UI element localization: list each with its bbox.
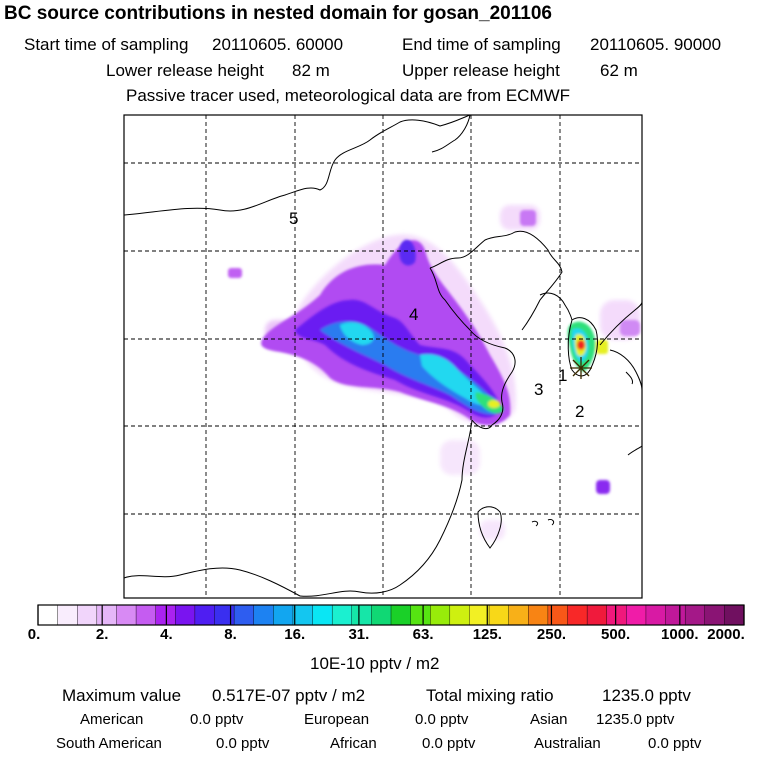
colorbar-swatches [37,604,745,626]
colorbar-swatch [586,604,608,626]
colorbar-swatch [684,604,706,626]
region-name-australian: Australian [534,735,601,752]
colorbar-swatch [37,604,59,626]
colorbar-tick-label: 8. [224,626,237,643]
lower-release-value: 82 m [292,61,330,80]
colorbar-swatch [606,604,627,626]
region-label-1: 1 [558,366,567,385]
tracer-note: Passive tracer used, meteorological data… [126,86,571,105]
max-value: 0.517E-07 pptv / m2 [212,686,366,705]
colorbar-tick-label: 63. [412,626,434,643]
colorbar-swatch [214,604,235,626]
colorbar-swatch [645,604,667,626]
colorbar-tick-label: 2000. [707,626,745,643]
map-title: BC source contributions in nested domain… [4,3,552,24]
plume-core [295,239,608,418]
colorbar-tick-label: 4. [160,626,173,643]
colorbar-swatch [331,604,353,626]
region-name-south-american: South American [56,735,162,752]
coastlines [124,115,642,597]
colorbar-tick-label: 0. [27,626,41,643]
colorbar-swatch [626,604,647,626]
colorbar-swatch [567,604,588,626]
colorbar-swatch [292,604,314,626]
start-time-value: 20110605. 60000 [212,35,344,54]
colorbar-swatch [194,604,215,626]
colorbar-tick-label: 250. [536,626,567,643]
colorbar-swatch [233,604,255,626]
plume-layer [228,205,640,540]
region-value-australian: 0.0 pptv [648,735,702,752]
colorbar-swatch [96,604,117,626]
region-value-european: 0.0 pptv [415,711,469,728]
colorbar-tick-label: 31. [348,626,370,643]
colorbar-swatch [390,604,412,626]
colorbar-tick-label: 500. [600,626,631,643]
total-mixing-ratio-label: Total mixing ratio [426,686,554,705]
colorbar-swatch [135,604,157,626]
region-label-4: 4 [409,305,418,324]
colorbar-swatch [488,604,510,626]
region-value-south-american: 0.0 pptv [216,735,270,752]
colorbar-units: 10E-10 pptv / m2 [310,654,440,673]
region-label-3: 3 [534,380,543,399]
start-time-label: Start time of sampling [24,35,189,54]
region-name-european: European [304,711,370,728]
colorbar-swatch [253,604,274,626]
colorbar-swatch [469,604,490,626]
colorbar-swatch [508,604,529,626]
colorbar-swatch [312,604,333,626]
region-labels: 5 4 3 1 2 [289,209,584,421]
colorbar-swatch [77,604,98,626]
colorbar-swatch [528,604,549,626]
map-frame [123,114,643,599]
colorbar-major-ticks [37,605,745,625]
colorbar-swatch [371,604,392,626]
region-name-american: American [80,711,144,728]
colorbar-swatch [273,604,294,626]
colorbar-tick-label: 1000. [661,626,699,643]
station-marker-icon [570,357,592,379]
region-value-american: 0.0 pptv [190,711,244,728]
region-name-african: African [330,735,377,752]
colorbar-swatch [410,604,431,626]
upper-release-label: Upper release height [402,61,560,80]
colorbar-swatch [704,604,725,626]
colorbar-swatch [175,604,196,626]
colorbar-swatch [430,604,451,626]
colorbar-tick-label: 125. [472,626,502,643]
colorbar-swatch [449,604,470,626]
region-label-5: 5 [289,209,298,228]
colorbar-swatch [155,604,176,626]
end-time-label: End time of sampling [402,35,561,54]
lat-lon-grid [124,115,642,598]
max-value-label: Maximum value [62,686,182,705]
region-name-asian: Asian [530,711,568,728]
total-mixing-ratio-value: 1235.0 pptv [602,686,691,705]
colorbar-swatch [57,604,78,626]
colorbar-swatch [665,604,686,626]
colorbar-swatch [724,604,745,626]
colorbar-swatch [116,604,137,626]
colorbar-tick-label: 2. [95,626,109,643]
colorbar-swatch [351,604,372,626]
region-value-asian: 1235.0 pptv [596,711,675,728]
colorbar-tick-label: 16. [284,626,306,643]
upper-release-value: 62 m [600,61,638,80]
end-time-value: 20110605. 90000 [590,35,722,54]
region-value-african: 0.0 pptv [422,735,476,752]
region-label-2: 2 [575,402,584,421]
lower-release-label: Lower release height [106,61,264,80]
